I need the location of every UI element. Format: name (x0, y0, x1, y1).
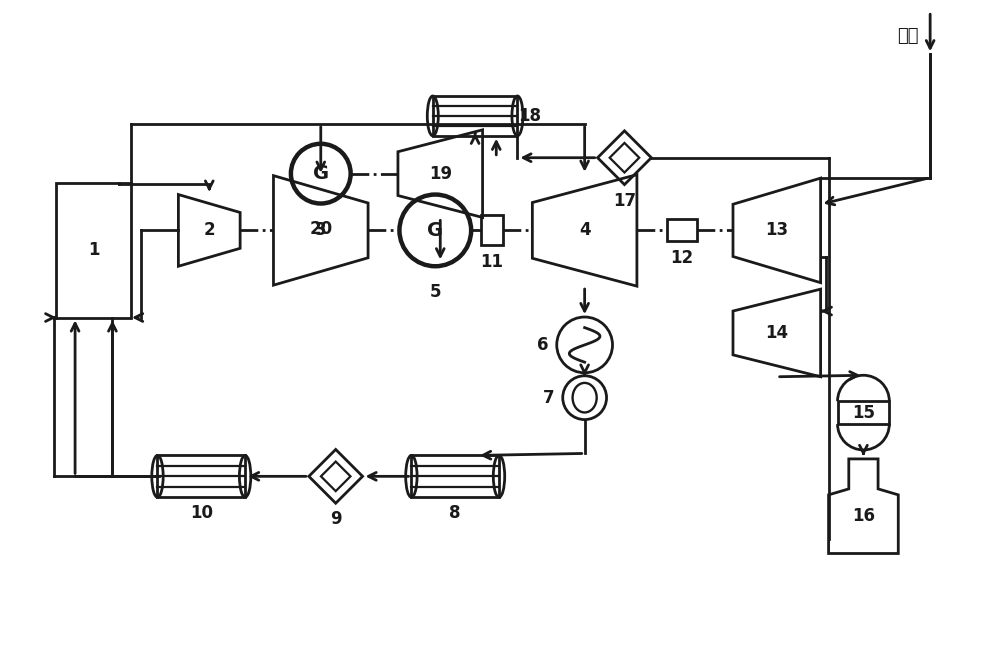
Text: 空气: 空气 (897, 27, 919, 45)
Text: 9: 9 (330, 510, 342, 528)
Text: 15: 15 (852, 404, 875, 422)
Bar (481, 215, 503, 245)
Bar (667, 219, 697, 241)
Text: 6: 6 (537, 336, 549, 354)
Text: 3: 3 (315, 221, 327, 239)
Text: G: G (313, 164, 329, 183)
Text: 2: 2 (203, 221, 215, 239)
Bar (56, 183, 131, 317)
Text: G: G (427, 221, 443, 240)
Bar (838, 401, 889, 424)
Text: 5: 5 (430, 283, 441, 301)
Text: 19: 19 (429, 164, 452, 183)
Text: 1: 1 (88, 241, 100, 259)
Text: 11: 11 (481, 253, 504, 272)
Text: 18: 18 (518, 107, 541, 125)
Text: 8: 8 (449, 504, 461, 522)
Bar (157, 455, 245, 497)
Text: 12: 12 (671, 249, 694, 267)
Text: 20: 20 (309, 221, 332, 239)
Text: 10: 10 (190, 504, 213, 522)
Text: 16: 16 (852, 507, 875, 525)
Bar (433, 96, 517, 136)
Bar (411, 455, 499, 497)
Text: 14: 14 (765, 324, 788, 342)
Text: 4: 4 (579, 221, 590, 239)
Text: 7: 7 (543, 389, 555, 407)
Text: 17: 17 (613, 192, 636, 210)
Text: 13: 13 (765, 221, 788, 239)
